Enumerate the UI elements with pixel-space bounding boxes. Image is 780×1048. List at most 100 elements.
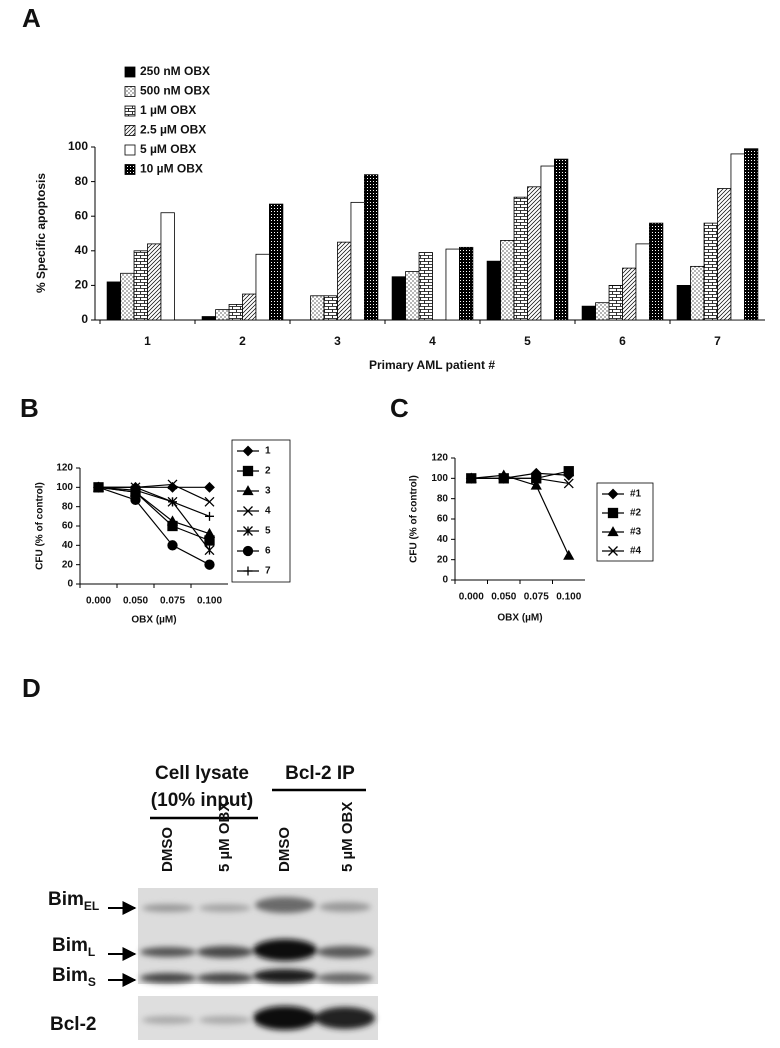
point: [204, 496, 215, 507]
bar: [350, 201, 365, 321]
x-tick-label: 0.075: [524, 592, 549, 603]
bar: [649, 222, 664, 321]
bar: [635, 243, 650, 321]
y-tick-label: 60: [62, 521, 74, 532]
bar: [228, 304, 243, 321]
legend-label: 5 µM OBX: [140, 142, 196, 156]
legend-marker: [242, 465, 254, 477]
legend-marker: [607, 526, 619, 537]
legend-label: 6: [265, 546, 271, 557]
point: [531, 473, 542, 484]
lane-label: 5 µM OBX: [339, 802, 356, 872]
group-label: Cell lysate: [155, 763, 249, 784]
bar: [133, 250, 148, 321]
legend-label: #4: [630, 546, 642, 557]
point: [563, 549, 575, 560]
x-tick-label: 6: [619, 334, 626, 348]
legend-marker: [607, 507, 619, 519]
y-tick-label: 0: [67, 579, 73, 590]
bar: [527, 186, 542, 321]
y-tick-label: 100: [431, 473, 448, 484]
y-tick-label: 0: [442, 575, 448, 586]
x-tick-label: 1: [144, 334, 151, 348]
group-label: (10% input): [151, 790, 253, 811]
band-name: Bim: [52, 965, 88, 986]
x-axis-title: Primary AML patient #: [369, 358, 495, 372]
x-tick-label: 4: [429, 334, 436, 348]
legend-label: #2: [630, 508, 642, 519]
legend-label: 250 nM OBX: [140, 64, 210, 78]
legend-swatch: [124, 164, 136, 175]
legend-label: 4: [265, 506, 271, 517]
point: [130, 494, 141, 506]
y-tick-label: 100: [68, 139, 88, 153]
panel-label: A: [22, 3, 41, 33]
bar: [513, 196, 528, 321]
band-name: Bim: [52, 935, 88, 956]
legend-label: #1: [630, 489, 642, 500]
bar: [730, 153, 745, 321]
bar: [255, 253, 270, 321]
y-tick-label: 80: [62, 501, 74, 512]
point: [166, 515, 179, 526]
y-tick-label: 40: [62, 540, 74, 551]
x-tick-label: 0.050: [123, 596, 148, 607]
bar: [160, 212, 175, 321]
bar: [690, 265, 705, 321]
x-tick-label: 0.075: [160, 596, 185, 607]
y-tick-label: 80: [437, 493, 449, 504]
point: [131, 482, 140, 492]
x-tick-label: 0.000: [459, 592, 484, 603]
x-tick-label: 0.100: [197, 596, 222, 607]
bands: [140, 897, 373, 983]
point: [563, 466, 574, 477]
line: [98, 486, 210, 566]
bar: [445, 248, 460, 321]
line: [98, 486, 210, 517]
bar: [337, 241, 352, 321]
x-tick-label: 2: [239, 334, 246, 348]
y-tick-label: 60: [437, 514, 449, 525]
point: [563, 478, 574, 489]
point: [204, 545, 215, 556]
bar: [269, 203, 284, 321]
line: [98, 486, 210, 551]
x-tick-label: 0.000: [86, 596, 111, 607]
legend-swatch: [124, 144, 136, 156]
bar: [595, 302, 610, 321]
x-axis-title: OBX (µM): [497, 613, 542, 624]
blot-panel: D Cell lysate (10% input) Bcl-2 IP DMSO …: [22, 673, 378, 1040]
band-name: Bim: [48, 889, 84, 910]
bar: [364, 174, 379, 321]
line: [471, 474, 570, 556]
loading-label: Bcl-2: [50, 1014, 96, 1035]
legend-marker: [243, 566, 253, 576]
line: [98, 486, 210, 542]
y-tick-label: 60: [75, 208, 89, 222]
legend-marker: [608, 546, 618, 556]
group-label: Bcl-2 IP: [285, 763, 355, 784]
bar: [323, 295, 338, 321]
bar: [201, 316, 216, 321]
bar: [147, 243, 162, 321]
bar: [622, 267, 637, 321]
legend-label: 1: [265, 446, 271, 457]
panel-label: B: [20, 393, 39, 423]
legend-box: [596, 482, 654, 562]
y-tick-label: 0: [81, 312, 88, 326]
y-tick-label: 120: [56, 463, 73, 474]
point: [167, 540, 178, 551]
y-axis-title: CFU (% of control): [35, 482, 46, 570]
bar: [418, 252, 433, 321]
band-sub: L: [88, 945, 95, 959]
point: [530, 479, 542, 490]
y-tick-label: 120: [431, 453, 448, 464]
y-tick-label: 20: [437, 554, 449, 565]
panel-label: C: [390, 393, 409, 423]
bar: [405, 271, 420, 321]
x-tick-label: 0.100: [556, 592, 581, 603]
legend-swatch: [124, 86, 136, 97]
lane-label: DMSO: [276, 827, 293, 872]
y-axis-title: % Specific apoptosis: [34, 173, 48, 293]
